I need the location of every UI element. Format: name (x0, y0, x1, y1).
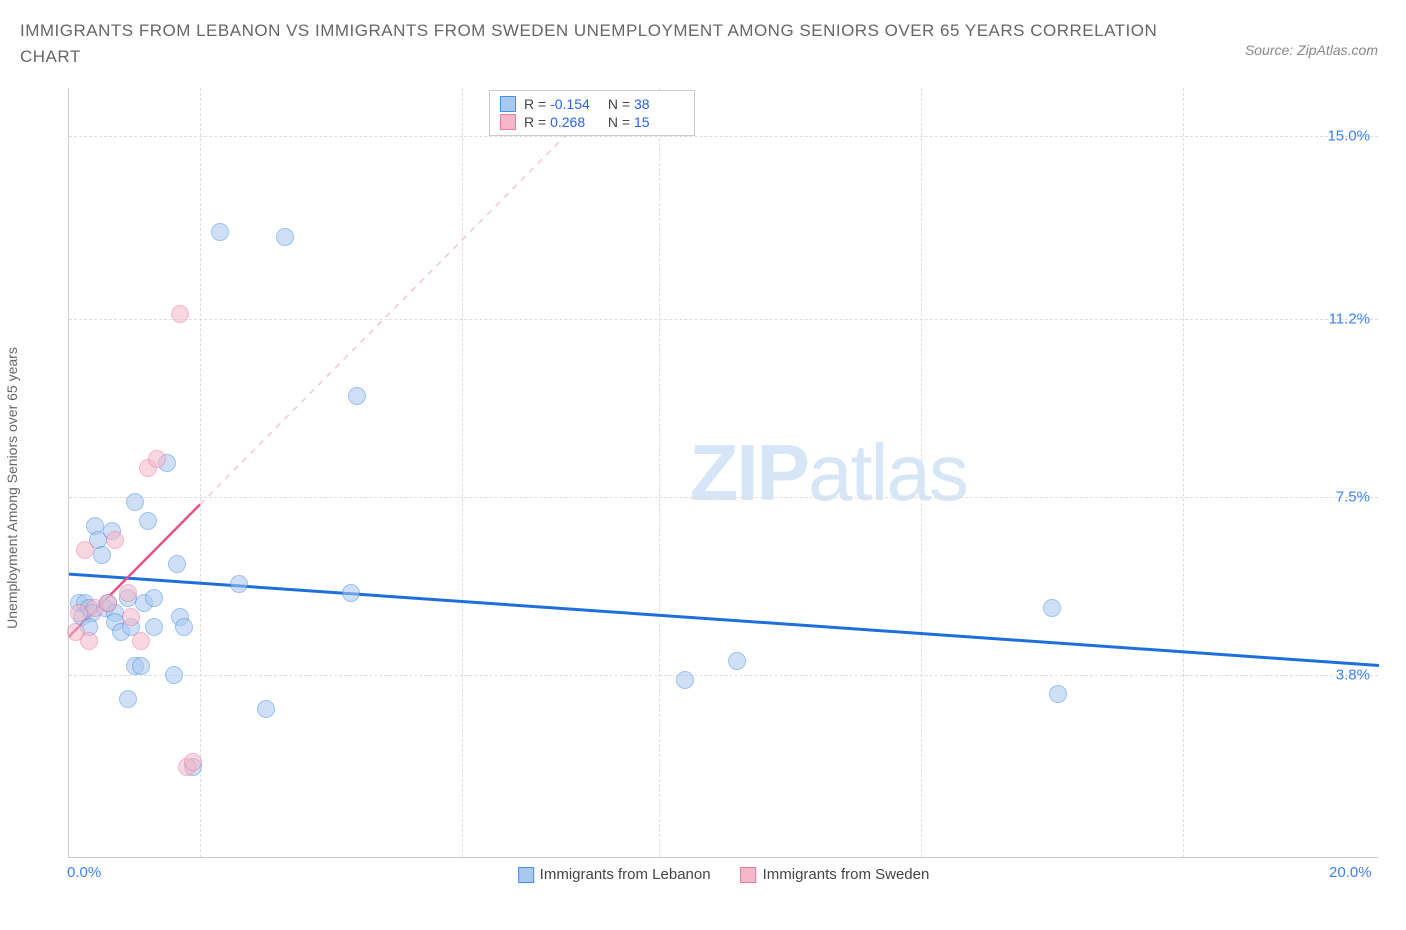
gridline-v (1183, 88, 1184, 857)
scatter-point (122, 608, 140, 626)
y-axis-title: Unemployment Among Seniors over 65 years (4, 347, 20, 629)
plot-area: ZIPatlas 3.8%7.5%11.2%15.0%0.0%20.0%R = … (68, 88, 1378, 858)
gridline-v (200, 88, 201, 857)
scatter-point (148, 450, 166, 468)
scatter-point (184, 753, 202, 771)
source-label: Source: ZipAtlas.com (1245, 18, 1386, 58)
gridline-v (921, 88, 922, 857)
scatter-point (342, 584, 360, 602)
scatter-point (276, 228, 294, 246)
scatter-point (165, 666, 183, 684)
legend-swatch (741, 867, 757, 883)
gridline-v (462, 88, 463, 857)
legend-swatch (500, 96, 516, 112)
watermark: ZIPatlas (690, 427, 967, 519)
x-tick-label: 20.0% (1329, 864, 1372, 881)
stats-legend: R = -0.154 N = 38 R = 0.268 N = 15 (489, 90, 695, 136)
x-tick-label: 0.0% (67, 864, 101, 881)
trend-line-dashed (200, 88, 613, 504)
scatter-point (99, 594, 117, 612)
scatter-point (1049, 685, 1067, 703)
chart-container: Unemployment Among Seniors over 65 years… (20, 78, 1386, 898)
watermark-bold: ZIP (690, 428, 808, 517)
scatter-point (1043, 599, 1061, 617)
scatter-point (119, 584, 137, 602)
legend-swatch (500, 114, 516, 130)
chart-header: IMMIGRANTS FROM LEBANON VS IMMIGRANTS FR… (0, 0, 1406, 69)
scatter-point (80, 632, 98, 650)
scatter-point (348, 387, 366, 405)
stats-legend-row: R = -0.154 N = 38 (500, 95, 684, 113)
scatter-point (126, 493, 144, 511)
bottom-legend-item: Immigrants from Lebanon (518, 866, 711, 883)
stats-legend-row: R = 0.268 N = 15 (500, 113, 684, 131)
legend-stats-text: R = -0.154 N = 38 (524, 96, 684, 112)
watermark-light: atlas (808, 428, 967, 517)
scatter-point (132, 632, 150, 650)
legend-swatch (518, 867, 534, 883)
scatter-point (145, 589, 163, 607)
scatter-point (119, 690, 137, 708)
scatter-point (257, 700, 275, 718)
scatter-point (76, 541, 94, 559)
y-tick-label: 3.8% (1336, 667, 1370, 684)
scatter-point (175, 618, 193, 636)
y-tick-label: 15.0% (1327, 128, 1370, 145)
bottom-legend-item: Immigrants from Sweden (741, 866, 930, 883)
legend-label: Immigrants from Sweden (763, 866, 930, 883)
scatter-point (171, 305, 189, 323)
gridline-v (659, 88, 660, 857)
scatter-point (145, 618, 163, 636)
chart-title: IMMIGRANTS FROM LEBANON VS IMMIGRANTS FR… (20, 18, 1170, 69)
scatter-point (676, 671, 694, 689)
y-tick-label: 11.2% (1329, 311, 1370, 328)
scatter-point (70, 604, 88, 622)
scatter-point (230, 575, 248, 593)
bottom-legend: Immigrants from Lebanon Immigrants from S… (518, 866, 930, 883)
y-tick-label: 7.5% (1336, 489, 1370, 506)
legend-stats-text: R = 0.268 N = 15 (524, 114, 684, 130)
scatter-point (139, 512, 157, 530)
legend-label: Immigrants from Lebanon (540, 866, 711, 883)
scatter-point (168, 555, 186, 573)
scatter-point (132, 657, 150, 675)
scatter-point (211, 223, 229, 241)
scatter-point (93, 546, 111, 564)
scatter-point (106, 531, 124, 549)
scatter-point (728, 652, 746, 670)
